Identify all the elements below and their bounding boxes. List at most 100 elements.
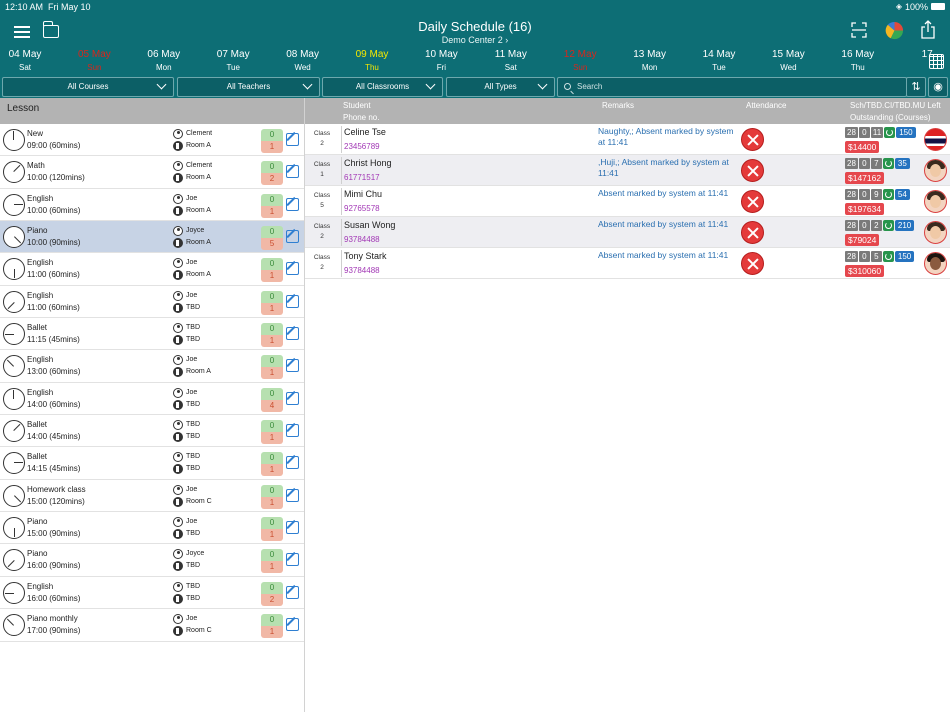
class-number: 2 bbox=[320, 140, 324, 147]
absent-count: 1 bbox=[261, 561, 283, 574]
edit-icon[interactable] bbox=[286, 488, 299, 502]
types-filter-label: All Types bbox=[484, 82, 517, 91]
courses-filter[interactable]: All Courses bbox=[2, 77, 174, 97]
edit-icon[interactable] bbox=[286, 521, 299, 535]
date-item[interactable]: 14 May Tue bbox=[684, 48, 754, 74]
lesson-teacher: Joe bbox=[173, 193, 197, 204]
edit-icon[interactable] bbox=[286, 618, 299, 632]
student-phone[interactable]: 23456789 bbox=[344, 142, 380, 151]
edit-icon[interactable] bbox=[286, 424, 299, 438]
classrooms-filter[interactable]: All Classrooms bbox=[322, 77, 443, 97]
date-item[interactable]: 04 May Sat bbox=[0, 48, 60, 74]
edit-icon[interactable] bbox=[286, 294, 299, 308]
weekday-label: Sat bbox=[18, 63, 31, 72]
date-item[interactable]: 08 May Wed bbox=[268, 48, 338, 74]
date-item[interactable]: 15 May Wed bbox=[753, 48, 823, 74]
date-label: 06 May bbox=[147, 49, 181, 60]
lesson-teacher: Joe bbox=[173, 290, 197, 301]
teachers-filter[interactable]: All Teachers bbox=[177, 77, 320, 97]
tbd-mu-left: 2 bbox=[870, 220, 882, 231]
edit-icon[interactable] bbox=[286, 553, 299, 567]
classrooms-filter-label: All Classrooms bbox=[355, 82, 410, 91]
lesson-row[interactable]: English 14:00 (60mins) Joe TBD 0 4 bbox=[0, 383, 304, 416]
student-phone[interactable]: 92765578 bbox=[344, 204, 380, 213]
share-icon[interactable] bbox=[920, 20, 936, 39]
student-row[interactable]: Class 2 Susan Wong 93784488 Absent marked by… bbox=[305, 217, 950, 248]
menu-icon[interactable] bbox=[14, 26, 30, 38]
clock-icon bbox=[3, 581, 25, 604]
edit-icon[interactable] bbox=[286, 327, 299, 341]
date-item[interactable]: 12 May Sun bbox=[545, 48, 615, 74]
lesson-row[interactable]: English 11:00 (60mins) Joe TBD 0 1 bbox=[0, 286, 304, 319]
lesson-name: English bbox=[27, 581, 54, 591]
date-strip: 04 May Sat 05 May Sun 06 May Mon 07 May Tue 08 M… bbox=[0, 48, 950, 74]
app-header: 12:10 AM Fri May 10 100% ◈ Daily Schedul… bbox=[0, 0, 950, 76]
class-text: Class bbox=[313, 130, 331, 137]
absent-icon[interactable] bbox=[741, 128, 764, 151]
date-item[interactable]: 13 May Mon bbox=[615, 48, 685, 74]
avatar bbox=[924, 159, 947, 182]
student-table-header: Student Phone no. Remarks Attendance Sch… bbox=[305, 98, 950, 124]
eye-icon[interactable]: ◉ bbox=[928, 77, 948, 97]
edit-icon[interactable] bbox=[286, 262, 299, 276]
date-item[interactable]: 06 May Mon bbox=[129, 48, 199, 74]
lesson-row[interactable]: Ballet 11:15 (45mins) TBD TBD 0 1 bbox=[0, 318, 304, 351]
lesson-time: 14:15 (45mins) bbox=[27, 464, 81, 474]
edit-icon[interactable] bbox=[286, 359, 299, 373]
edit-icon[interactable] bbox=[286, 456, 299, 470]
folder-icon[interactable] bbox=[42, 21, 59, 38]
class-label: Class 2 bbox=[311, 129, 333, 149]
calendar-icon[interactable] bbox=[929, 54, 944, 69]
lesson-room: TBD bbox=[173, 399, 200, 410]
absent-icon[interactable] bbox=[741, 159, 764, 182]
sort-button[interactable]: ⇅ bbox=[906, 77, 926, 97]
lesson-row[interactable]: Ballet 14:00 (45mins) TBD TBD 0 1 bbox=[0, 415, 304, 448]
lesson-row[interactable]: English 16:00 (60mins) TBD TBD 0 2 bbox=[0, 577, 304, 610]
clock-icon bbox=[3, 161, 25, 184]
date-item[interactable]: 05 May Sun bbox=[59, 48, 129, 74]
student-phone[interactable]: 93784488 bbox=[344, 235, 380, 244]
center-selector[interactable]: Demo Center 2 › bbox=[441, 35, 509, 45]
types-filter[interactable]: All Types bbox=[446, 77, 555, 97]
date-item[interactable]: 07 May Tue bbox=[198, 48, 268, 74]
student-row[interactable]: Class 2 Celine Tse 23456789 Naughty,; Absent… bbox=[305, 124, 950, 155]
student-phone[interactable]: 61771517 bbox=[344, 173, 380, 182]
edit-icon[interactable] bbox=[286, 197, 299, 211]
absent-icon[interactable] bbox=[741, 221, 764, 244]
teacher-label: Joe bbox=[186, 518, 198, 526]
weekday-label: Sat bbox=[504, 63, 517, 72]
student-phone[interactable]: 93784488 bbox=[344, 266, 380, 275]
date-item[interactable]: 17 bbox=[892, 48, 950, 61]
search-input[interactable]: Search bbox=[557, 77, 907, 97]
edit-icon[interactable] bbox=[286, 165, 299, 179]
date-item[interactable]: 09 May Thu bbox=[337, 48, 407, 74]
weekday-label: Thu bbox=[365, 63, 379, 72]
pie-chart-icon[interactable] bbox=[885, 21, 904, 40]
date-item[interactable]: 10 May Fri bbox=[406, 48, 476, 74]
student-row[interactable]: Class 2 Tony Stark 93784488 Absent marked by… bbox=[305, 248, 950, 279]
student-row[interactable]: Class 1 Christ Hong 61771517 ,Huji,; Absent … bbox=[305, 155, 950, 186]
student-row[interactable]: Class 5 Mimi Chu 92765578 Absent marked by s… bbox=[305, 186, 950, 217]
absent-icon[interactable] bbox=[741, 252, 764, 275]
date-item[interactable]: 11 May Sat bbox=[476, 48, 546, 74]
lesson-row[interactable]: Piano 15:00 (90mins) Joe TBD 0 1 bbox=[0, 512, 304, 545]
lesson-row[interactable]: Piano 16:00 (90mins) Joyce TBD 0 1 bbox=[0, 544, 304, 577]
edit-icon[interactable] bbox=[286, 585, 299, 599]
date-item[interactable]: 16 May Thu bbox=[823, 48, 893, 74]
edit-icon[interactable] bbox=[286, 133, 299, 146]
absent-count: 2 bbox=[261, 593, 283, 606]
scan-icon[interactable] bbox=[851, 22, 867, 38]
lesson-row[interactable]: Ballet 14:15 (45mins) TBD TBD 0 1 bbox=[0, 447, 304, 480]
edit-icon[interactable] bbox=[286, 230, 299, 244]
edit-icon[interactable] bbox=[286, 391, 299, 405]
absent-icon[interactable] bbox=[741, 190, 764, 213]
